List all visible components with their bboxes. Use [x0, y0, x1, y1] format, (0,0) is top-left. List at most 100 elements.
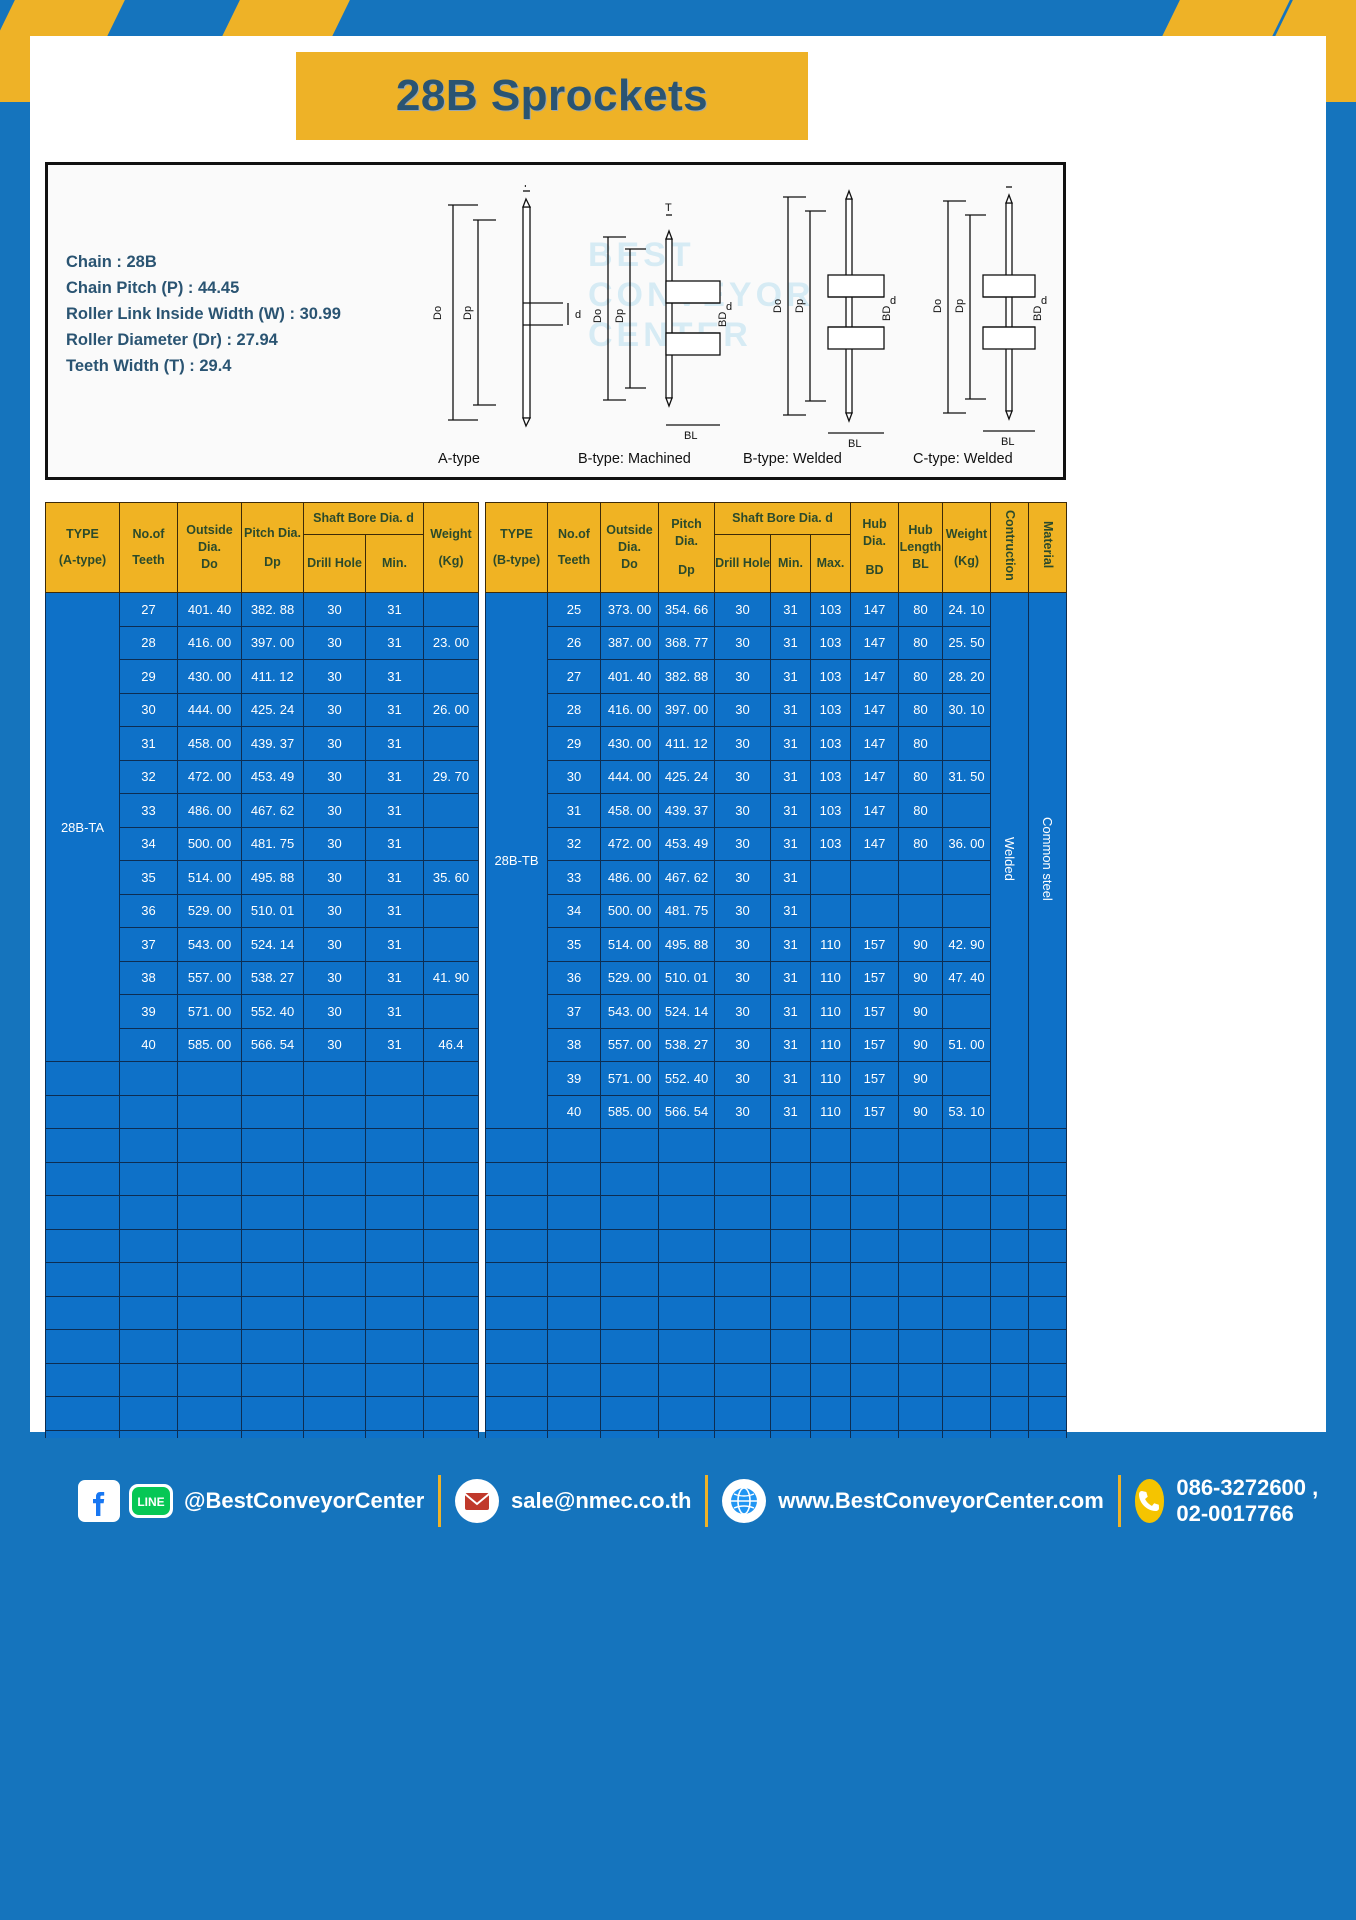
cell-hub-length: 90	[898, 1027, 943, 1062]
cell-empty	[45, 1195, 120, 1230]
cell-outside-dia: 458. 00	[600, 793, 659, 828]
cell-min: 31	[365, 625, 424, 660]
cell-weight: 25. 50	[942, 625, 991, 660]
cell-empty	[177, 1362, 242, 1397]
spec-chain-pitch: Chain Pitch (P) : 44.45	[66, 279, 240, 297]
cell-max: 110	[810, 1094, 851, 1129]
a-type-table: TYPE (A-type) No.of Teeth Outside Dia. D…	[45, 502, 479, 1464]
cell-pitch-dia: 368. 77	[658, 625, 715, 660]
cell-pitch-dia: 439. 37	[658, 793, 715, 828]
cell-hub-length: 80	[898, 659, 943, 694]
cell-empty	[942, 1195, 991, 1230]
table-row: 35 514. 00 495. 88 30 31 110 157 90 42. 90	[486, 927, 1067, 962]
table-row-empty	[45, 1396, 479, 1431]
cell-pitch-dia: 397. 00	[658, 692, 715, 727]
globe-icon	[722, 1479, 767, 1523]
cell-empty	[1028, 1195, 1067, 1230]
cell-hub-length: 80	[898, 826, 943, 861]
cell-pitch-dia: 453. 49	[241, 759, 304, 794]
header-max: Max.	[810, 534, 851, 593]
cell-empty	[241, 1128, 304, 1163]
cell-empty	[547, 1161, 601, 1196]
cell-empty	[485, 1329, 548, 1364]
cell-drill-hole: 30	[303, 826, 366, 861]
cell-pitch-dia: 425. 24	[658, 759, 715, 794]
cell-empty	[1028, 1128, 1067, 1163]
cell-empty	[810, 1161, 851, 1196]
cell-empty	[45, 1128, 120, 1163]
cell-empty	[177, 1228, 242, 1263]
cell-teeth: 32	[119, 759, 178, 794]
footer-email[interactable]: sale@nmec.co.th	[455, 1479, 691, 1523]
cell-min: 31	[770, 659, 811, 694]
cell-empty	[714, 1362, 771, 1397]
cell-empty	[45, 1094, 120, 1129]
cell-empty	[303, 1362, 366, 1397]
cell-empty	[365, 1195, 424, 1230]
cell-empty	[990, 1228, 1029, 1263]
cell-empty	[770, 1329, 811, 1364]
table-row: 30 444. 00 425. 24 30 31 103 147 80 31. 50	[486, 759, 1067, 794]
cell-teeth: 37	[547, 994, 601, 1029]
cell-weight	[942, 860, 991, 895]
cell-teeth: 29	[547, 726, 601, 761]
cell-hub-length: 90	[898, 927, 943, 962]
table-row: 28B-TA 27 401. 40 382. 88 30 31	[45, 592, 479, 1062]
cell-pitch-dia: 524. 14	[241, 927, 304, 962]
cell-pitch-dia: 382. 88	[241, 592, 304, 627]
cell-hub-length: 80	[898, 692, 943, 727]
cell-empty	[898, 1128, 943, 1163]
cell-empty	[658, 1228, 715, 1263]
cell-pitch-dia: 411. 12	[241, 659, 304, 694]
cell-empty	[942, 1396, 991, 1431]
cell-drill-hole: 30	[714, 1094, 771, 1129]
table-row-empty	[485, 1161, 1067, 1196]
cell-empty	[810, 1362, 851, 1397]
cell-hub-dia: 157	[850, 1094, 899, 1129]
cell-teeth: 27	[119, 592, 178, 627]
table-row: 37 543. 00 524. 14 30 31 110 157 90	[486, 994, 1067, 1029]
cell-empty	[898, 1295, 943, 1330]
table-row: 38 557. 00 538. 27 30 31 110 157 90 51. 00	[486, 1027, 1067, 1062]
cell-empty	[810, 1195, 851, 1230]
cell-weight	[942, 994, 991, 1029]
cell-max: 110	[810, 1027, 851, 1062]
cell-empty	[600, 1195, 659, 1230]
cell-max	[810, 893, 851, 928]
cell-empty	[365, 1161, 424, 1196]
cell-outside-dia: 585. 00	[600, 1094, 659, 1129]
cell-outside-dia: 486. 00	[177, 793, 242, 828]
cell-empty	[177, 1094, 242, 1129]
cell-min: 31	[770, 960, 811, 995]
construction-label: Welded	[1002, 837, 1017, 881]
table-row-empty	[45, 1329, 479, 1364]
header-min: Min.	[365, 534, 424, 593]
cell-hub-dia: 157	[850, 960, 899, 995]
svg-text:d: d	[726, 301, 732, 313]
cell-type: 28B-TA	[45, 592, 120, 1062]
svg-text:LINE: LINE	[137, 1495, 164, 1509]
footer-website[interactable]: www.BestConveyorCenter.com	[722, 1479, 1104, 1523]
cell-outside-dia: 514. 00	[600, 927, 659, 962]
footer-facebook[interactable]: LINE @BestConveyorCenter	[76, 1478, 424, 1524]
cell-empty	[1028, 1329, 1067, 1364]
cell-empty	[365, 1362, 424, 1397]
cell-empty	[770, 1396, 811, 1431]
cell-teeth: 29	[119, 659, 178, 694]
cell-min: 31	[770, 1094, 811, 1129]
cell-drill-hole: 30	[303, 592, 366, 627]
cell-min: 31	[770, 759, 811, 794]
cell-empty	[942, 1262, 991, 1297]
svg-text:Do: Do	[932, 299, 944, 313]
cell-empty	[990, 1329, 1029, 1364]
page-title: 28B Sprockets	[395, 71, 709, 120]
cell-weight: 47. 40	[942, 960, 991, 995]
svg-text:Dp: Dp	[614, 309, 626, 323]
footer-phone[interactable]: 086-3272600 , 02-0017766	[1134, 1475, 1356, 1527]
svg-text:d: d	[575, 309, 581, 321]
cell-weight: 36. 00	[942, 826, 991, 861]
cell-empty	[303, 1228, 366, 1263]
cell-empty	[990, 1295, 1029, 1330]
cell-empty	[810, 1396, 851, 1431]
cell-drill-hole: 30	[714, 759, 771, 794]
